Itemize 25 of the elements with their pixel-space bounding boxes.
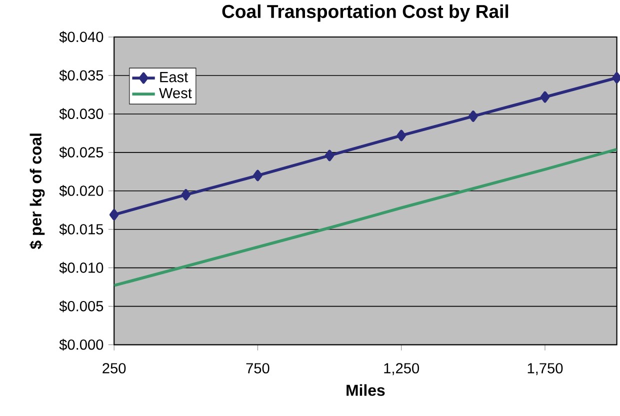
point [253, 170, 262, 182]
point [181, 188, 191, 200]
point [109, 208, 119, 220]
x-tick-label: 750 [246, 362, 270, 374]
y-tick-label: $0.005 [59, 300, 104, 312]
x-tick-label: 1,250 [384, 362, 420, 375]
x-axis-title: Miles [346, 384, 385, 396]
y-tick-label: $0.030 [59, 108, 104, 120]
x-tick-label: 1,750 [528, 362, 563, 375]
legend-label: West [159, 88, 192, 98]
point [324, 150, 334, 162]
x-tick-label: 250 [102, 362, 126, 374]
y-tick-label: $0.015 [59, 223, 104, 236]
chart-title: Coal Transportation Cost by Rail [222, 4, 508, 22]
point [468, 110, 478, 122]
y-tick-label: $0.025 [59, 146, 104, 158]
y-tick-label: $0.040 [59, 30, 104, 43]
y-tick-label: $0.000 [59, 338, 104, 350]
y-tick-label: $0.035 [59, 69, 104, 82]
y-tick-label: $0.020 [59, 184, 104, 197]
y-axis-title: $ per kg of coal [30, 133, 45, 249]
point [540, 91, 550, 103]
y-tick-label: $0.010 [59, 262, 104, 274]
point [396, 130, 406, 142]
legend-label: East [160, 72, 188, 82]
